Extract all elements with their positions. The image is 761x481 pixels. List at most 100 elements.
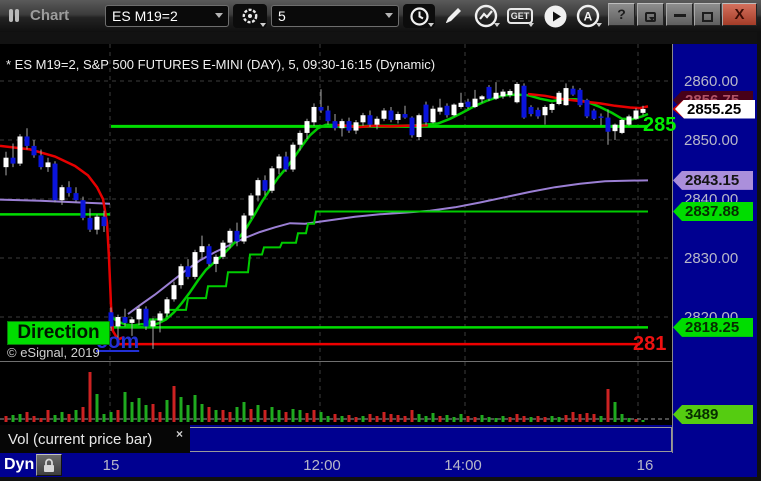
- volume-bar: [501, 416, 505, 422]
- candle-body: [451, 104, 457, 116]
- candle-body: [563, 88, 569, 106]
- candle-body: [423, 104, 429, 123]
- candle-body: [213, 256, 219, 264]
- candle-body: [157, 313, 163, 321]
- close-icon[interactable]: ×: [176, 427, 184, 441]
- volume-bar: [592, 414, 596, 422]
- price-tick-label: 2830.00: [684, 250, 739, 267]
- volume-bar: [67, 414, 71, 422]
- volume-bar: [228, 412, 232, 422]
- candle-body: [276, 156, 282, 169]
- dock-button[interactable]: [637, 3, 664, 26]
- window-right-edge: [757, 32, 761, 481]
- candle-body: [381, 110, 387, 119]
- volume-bar: [333, 414, 337, 422]
- candle-body: [164, 299, 170, 314]
- dynamic-mode-button[interactable]: Dyn: [4, 456, 35, 473]
- candle-body: [59, 187, 65, 201]
- interval-dropdown[interactable]: 5: [271, 5, 399, 27]
- volume-indicator-tab[interactable]: Vol (current price bar) ×: [0, 425, 190, 453]
- candle-body: [584, 99, 590, 117]
- volume-bar: [571, 412, 575, 422]
- volume-bar: [487, 417, 491, 422]
- studies-button[interactable]: [471, 4, 501, 28]
- candle-body: [626, 116, 632, 125]
- candle-body: [122, 317, 128, 323]
- interval-value: 5: [278, 8, 286, 24]
- green-step-line: [111, 210, 648, 328]
- letter-a-icon: A: [576, 4, 600, 28]
- play-button[interactable]: [540, 4, 570, 28]
- volume-bar: [599, 416, 603, 422]
- minimize-icon: [673, 14, 686, 17]
- candle-body: [115, 317, 121, 327]
- chevron-down-icon: [528, 23, 534, 27]
- dock-icon: [645, 12, 656, 22]
- volume-bar: [18, 414, 22, 422]
- close-button[interactable]: X: [722, 3, 757, 26]
- window-bottom-edge: [0, 477, 761, 481]
- volume-bar: [242, 402, 246, 422]
- auto-button[interactable]: A: [573, 4, 603, 28]
- chevron-down-icon: [385, 13, 393, 18]
- time-tick-label: 15: [102, 457, 120, 474]
- volume-bar: [585, 413, 589, 422]
- red-ma-line: [527, 92, 649, 110]
- candle-body: [17, 136, 23, 164]
- price-axis[interactable]: 2860.002850.002840.002830.002820.002856.…: [672, 44, 757, 477]
- volume-bar: [74, 410, 78, 422]
- volume-bar: [214, 410, 218, 422]
- price-badge: 2843.15: [673, 170, 753, 190]
- volume-bar: [102, 414, 106, 422]
- volume-bar: [508, 417, 512, 422]
- volume-chart: [0, 362, 672, 425]
- volume-bar: [60, 412, 64, 422]
- settings-button[interactable]: [233, 4, 267, 28]
- volume-bar: [235, 407, 239, 422]
- help-button[interactable]: ?: [608, 3, 635, 26]
- symbol-dropdown[interactable]: ES M19=2: [105, 5, 229, 27]
- candle-body: [52, 163, 58, 201]
- candle-body: [528, 106, 534, 115]
- time-interval-button[interactable]: [403, 4, 435, 28]
- volume-bar: [480, 415, 484, 422]
- candle-body: [171, 285, 177, 300]
- lower-line-price-label: 281: [633, 333, 667, 355]
- purple-ma-line: [0, 198, 111, 205]
- maximize-button[interactable]: [694, 3, 721, 26]
- green-ema-line: [109, 93, 649, 328]
- horizontal-scrollbar[interactable]: [190, 427, 672, 452]
- candle-body: [10, 157, 16, 164]
- chevron-down-icon: [428, 23, 434, 27]
- volume-bar: [25, 412, 29, 422]
- candle-body: [633, 110, 639, 119]
- candle-body: [304, 121, 310, 133]
- candle-body: [360, 115, 366, 123]
- lock-button[interactable]: [36, 454, 62, 476]
- volume-bar: [312, 410, 316, 422]
- svg-text:A: A: [584, 10, 593, 24]
- volume-bar: [641, 420, 645, 422]
- volume-bar: [515, 414, 519, 422]
- volume-bar: [494, 418, 498, 422]
- chevron-down-icon: [215, 13, 223, 18]
- price-tick-label: 2860.00: [684, 73, 739, 90]
- volume-bar: [424, 416, 428, 422]
- candle-body: [297, 132, 303, 145]
- volume-bar: [193, 395, 197, 422]
- volume-bar: [130, 402, 134, 422]
- minimize-button[interactable]: [666, 3, 693, 26]
- volume-bar: [179, 397, 183, 422]
- volume-bar: [207, 407, 211, 422]
- candle-body: [234, 230, 240, 242]
- candle-body: [45, 162, 51, 168]
- candle-body: [262, 180, 268, 191]
- volume-bar: [550, 416, 554, 422]
- help-icon: ?: [617, 6, 626, 22]
- candle-body: [178, 266, 184, 286]
- candle-body: [507, 91, 513, 96]
- chart-header-text: * ES M19=2, S&P 500 FUTURES E-MINI (DAY)…: [6, 57, 436, 72]
- get-data-button[interactable]: GET: [505, 4, 535, 28]
- draw-button[interactable]: [438, 4, 468, 28]
- pane-separator[interactable]: [0, 361, 757, 362]
